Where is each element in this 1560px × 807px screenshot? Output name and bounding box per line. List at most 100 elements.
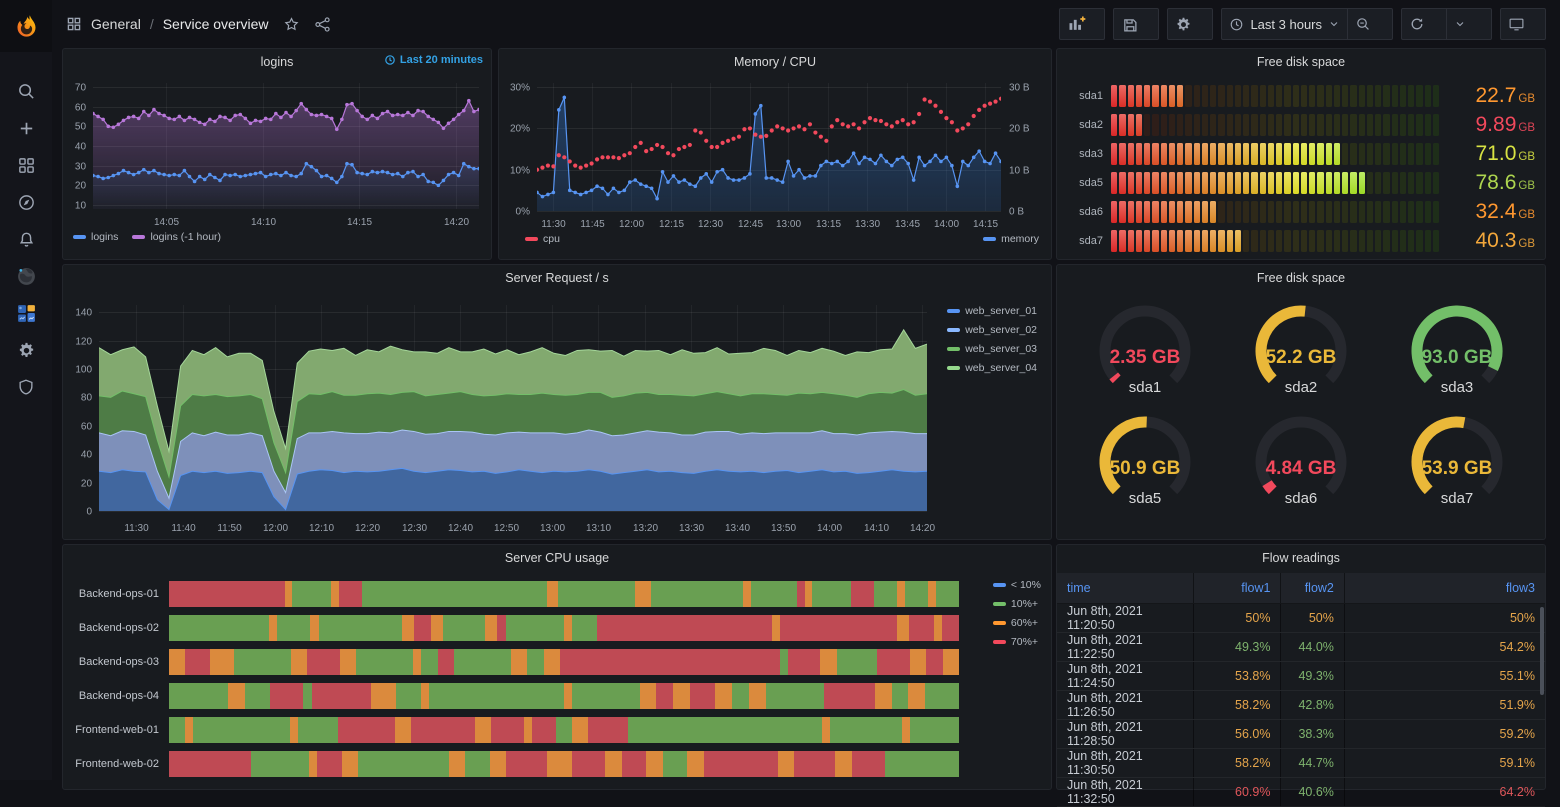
disk-label: sda7	[1063, 235, 1103, 247]
logins-chart[interactable]	[63, 75, 489, 231]
led-cell	[1194, 85, 1200, 107]
gauge-label: sda6	[1285, 490, 1318, 507]
sidebar-item-search[interactable]	[6, 76, 46, 106]
panel-title-free-disk-bars[interactable]: Free disk space	[1057, 49, 1545, 75]
panel-title-flow-readings[interactable]: Flow readings	[1057, 545, 1545, 571]
breadcrumb-page[interactable]: Service overview	[163, 16, 269, 32]
led-cell	[1392, 172, 1398, 194]
timeline-segment	[794, 751, 835, 777]
timeline-segment	[532, 717, 556, 743]
refresh-interval-button[interactable]	[1446, 8, 1492, 40]
led-cell	[1227, 230, 1233, 252]
sidebar-item-configuration[interactable]	[6, 335, 46, 365]
legend-item[interactable]: 60%+	[993, 617, 1041, 629]
apps-grid-icon	[17, 156, 36, 175]
led-cell	[1309, 201, 1315, 223]
timeline-segment	[449, 751, 465, 777]
panel-title-logins[interactable]: logins Last 20 minutes	[63, 49, 491, 75]
legend-item[interactable]: web_server_03	[947, 343, 1037, 355]
refresh-button[interactable]	[1401, 8, 1446, 40]
column-header-time[interactable]: time	[1057, 573, 1194, 603]
breadcrumb-section[interactable]: General	[91, 16, 141, 32]
cycle-view-button[interactable]	[1500, 8, 1546, 40]
column-header-flow3[interactable]: flow3	[1345, 573, 1545, 603]
column-header-flow2[interactable]: flow2	[1281, 573, 1344, 603]
led-cell	[1194, 114, 1200, 136]
led-cell	[1383, 230, 1389, 252]
breadcrumb-separator: /	[150, 16, 154, 32]
led-cell	[1218, 230, 1224, 252]
share-icon[interactable]	[314, 16, 331, 33]
time-range-picker[interactable]: Last 3 hours	[1221, 8, 1347, 40]
led-cell	[1210, 143, 1216, 165]
led-cell	[1367, 230, 1373, 252]
led-cell	[1425, 172, 1431, 194]
led-cell	[1383, 172, 1389, 194]
led-cell	[1235, 143, 1241, 165]
zoom-out-button[interactable]	[1347, 8, 1393, 40]
save-dashboard-button[interactable]	[1113, 8, 1159, 40]
save-icon	[1121, 16, 1138, 33]
led-cell	[1383, 201, 1389, 223]
led-cell	[1433, 201, 1439, 223]
sidebar-item-globe[interactable]	[6, 261, 46, 291]
led-cell	[1128, 172, 1134, 194]
timeline-segment	[690, 683, 715, 709]
panel-title-free-disk-gauges[interactable]: Free disk space	[1057, 265, 1545, 291]
sidebar-item-server-admin[interactable]	[6, 372, 46, 402]
timeline-segment	[852, 751, 885, 777]
sidebar-item-alerting[interactable]	[6, 224, 46, 254]
sidebar-item-create[interactable]	[6, 113, 46, 143]
legend-item[interactable]: web_server_04	[947, 362, 1037, 374]
timeline-segment	[438, 649, 454, 675]
sidebar-item-explore[interactable]	[6, 187, 46, 217]
legend-label: web_server_04	[965, 362, 1037, 374]
memory-cpu-chart[interactable]	[499, 75, 1049, 233]
led-cell	[1309, 85, 1315, 107]
legend-item[interactable]: 70%+	[993, 636, 1041, 648]
table-scrollbar[interactable]	[1540, 607, 1544, 695]
star-icon[interactable]	[283, 16, 300, 33]
timeline-segment	[431, 615, 443, 641]
legend-item[interactable]: logins (-1 hour)	[132, 231, 221, 243]
legend-item[interactable]: web_server_02	[947, 324, 1037, 336]
disk-bargauge-row: sda371.0GB	[1063, 139, 1535, 168]
sidebar-item-plugin-app[interactable]	[6, 298, 46, 328]
led-cell	[1309, 230, 1315, 252]
led-cell	[1334, 114, 1340, 136]
panel-title-memory-cpu[interactable]: Memory / CPU	[499, 49, 1051, 75]
legend-item[interactable]: web_server_01	[947, 305, 1037, 317]
legend-item[interactable]: memory	[983, 233, 1039, 245]
timeline-segment	[340, 649, 356, 675]
sidebar-item-dashboards[interactable]	[6, 150, 46, 180]
timeline-segment	[597, 615, 772, 641]
led-cell	[1433, 172, 1439, 194]
led-cell	[1400, 201, 1406, 223]
disk-value-unit: GB	[1518, 209, 1535, 221]
timeline-segment	[485, 615, 497, 641]
grafana-logo[interactable]	[0, 0, 52, 52]
legend-item[interactable]: 10%+	[993, 598, 1041, 610]
gauge-value: 4.84 GB	[1223, 458, 1379, 480]
led-cell	[1218, 85, 1224, 107]
bell-icon	[17, 230, 36, 249]
timeline-segment	[356, 649, 413, 675]
timeline-segment	[656, 683, 673, 709]
dashboard-settings-button[interactable]	[1167, 8, 1213, 40]
dashboard-grid-icon	[66, 16, 82, 32]
legend-item[interactable]: cpu	[525, 233, 560, 245]
legend-item[interactable]: < 10%	[993, 579, 1041, 591]
timeline-segment	[628, 717, 821, 743]
legend-swatch	[947, 366, 960, 370]
server-requests-chart[interactable]	[63, 291, 1049, 537]
timeline-segment	[704, 751, 778, 777]
timeline-row-label: Backend-ops-01	[63, 588, 169, 600]
add-panel-button[interactable]	[1059, 8, 1105, 40]
panel-title-server-requests[interactable]: Server Request / s	[63, 265, 1051, 291]
led-cell	[1202, 143, 1208, 165]
legend-item[interactable]: logins	[73, 231, 118, 243]
column-header-flow1[interactable]: flow1	[1194, 573, 1282, 603]
table-row: Jun 8th, 2021 11:24:5053.8%49.3%55.1%	[1057, 662, 1545, 691]
panel-title-server-cpu-usage[interactable]: Server CPU usage	[63, 545, 1051, 571]
timeline-segment	[169, 581, 285, 607]
